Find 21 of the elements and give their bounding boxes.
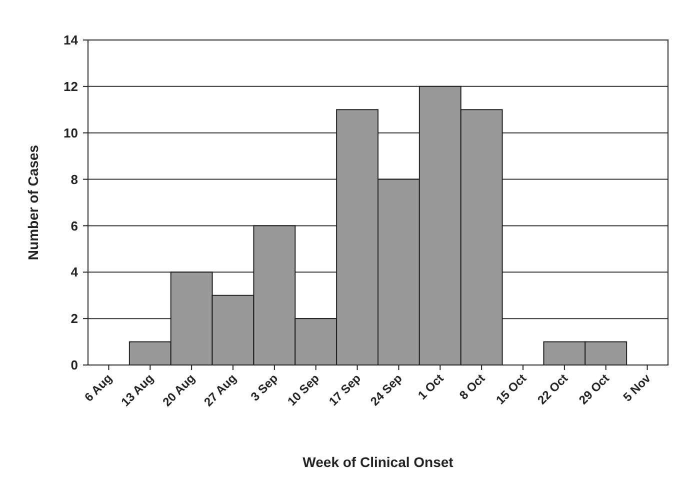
y-tick-label: 8: [70, 172, 78, 187]
x-axis-title: Week of Clinical Onset: [302, 454, 454, 470]
x-tick-label: 1 Oct: [415, 371, 446, 402]
y-tick-label: 4: [70, 264, 79, 280]
y-tick-label: 0: [70, 358, 78, 373]
x-tick-label: 6 Aug: [82, 371, 115, 404]
x-tick-label: 29 Oct: [576, 371, 612, 408]
x-tick-label: 22 Oct: [534, 371, 571, 408]
x-tick-label: 5 Nov: [620, 371, 654, 404]
x-tick-label: 10 Sep: [284, 371, 322, 408]
y-tick-label: 6: [70, 218, 78, 234]
y-tick-label: 2: [70, 311, 78, 326]
y-tick-label: 14: [64, 32, 79, 48]
x-tick-label: 8 Oct: [456, 371, 488, 402]
x-tick-label: 17 Sep: [326, 371, 364, 408]
y-tick-label: 12: [64, 78, 78, 94]
x-tick-label: 15 Oct: [493, 371, 530, 408]
x-tick-label: 24 Sep: [368, 371, 405, 408]
x-tick-label: 3 Sep: [248, 371, 281, 404]
y-axis-title: Number of Cases: [25, 144, 41, 260]
y-tick-label: 10: [64, 125, 78, 140]
